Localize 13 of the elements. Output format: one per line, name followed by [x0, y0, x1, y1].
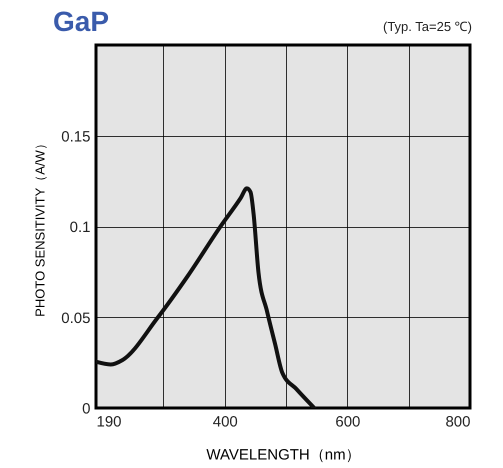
x-tick-label: 600 — [335, 414, 360, 430]
y-axis-title: PHOTO SENSITIVITY（A/W） — [32, 137, 48, 317]
y-tick-label: 0.05 — [61, 310, 90, 327]
y-tick-label: 0.1 — [70, 219, 90, 236]
line-series — [96, 186, 316, 408]
x-tick-label: 190 — [96, 414, 122, 430]
chart-title: GaP — [53, 6, 110, 37]
y-tick-label: 0.15 — [61, 128, 90, 146]
x-tick-label: 400 — [212, 414, 238, 430]
y-tick-label: 0 — [82, 400, 90, 418]
chart-subtitle: (Typ. Ta=25 ℃) — [383, 19, 472, 34]
x-tick-label: 800 — [445, 414, 470, 430]
x-axis-title: WAVELENGTH（nm） — [206, 446, 361, 464]
